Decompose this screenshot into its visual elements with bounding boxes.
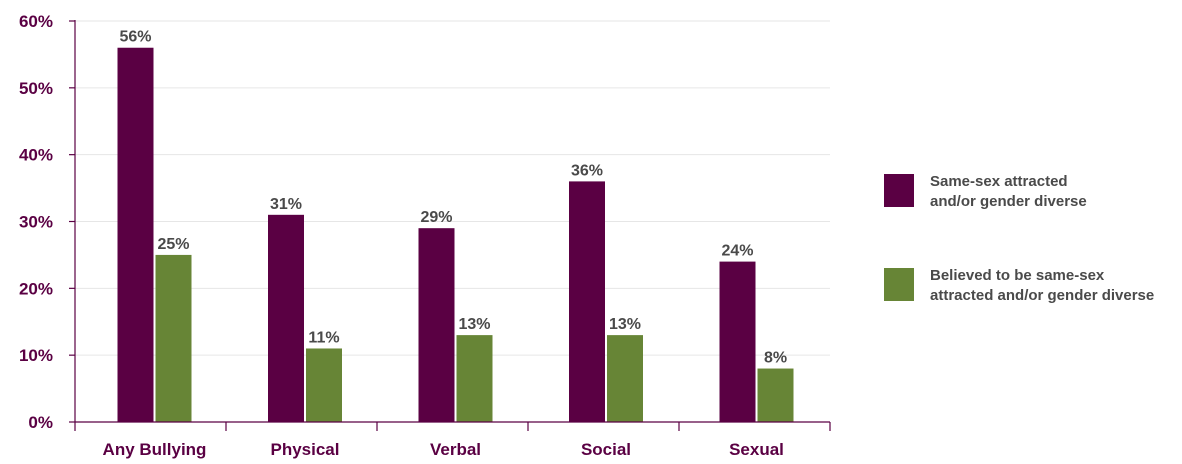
- y-tick-label: 0%: [28, 413, 53, 432]
- legend: Same-sex attracted and/or gender diverse…: [884, 172, 1174, 360]
- legend-label-same-sex-attracted: Same-sex attracted and/or gender diverse: [930, 173, 1087, 210]
- x-category-label: Physical: [271, 440, 340, 459]
- gridlines: [75, 20, 830, 356]
- data-label: 31%: [270, 196, 302, 213]
- legend-item-same-sex-attracted: Same-sex attracted and/or gender diverse: [884, 172, 1174, 212]
- bar-same-sex-attracted: [569, 181, 605, 422]
- bar-believed-same-sex: [757, 368, 794, 422]
- data-label: 13%: [458, 316, 490, 333]
- y-tick-label: 40%: [19, 146, 53, 165]
- bar-believed-same-sex: [306, 348, 342, 422]
- x-category-label: Any Bullying: [103, 440, 207, 459]
- x-category-label: Sexual: [729, 440, 784, 459]
- labels: 0% 10% 20% 30% 40% 50% 60% 56% 25% Any Bullying 31…: [19, 12, 787, 459]
- axes: [69, 20, 831, 431]
- legend-label-believed-same-sex: Believed to be same-sex attracted and/or…: [930, 267, 1155, 304]
- legend-item-believed-same-sex: Believed to be same-sex attracted and/or…: [884, 266, 1174, 306]
- data-label: 8%: [764, 350, 787, 367]
- data-label: 56%: [119, 29, 151, 46]
- bars: [117, 47, 794, 422]
- bar-believed-same-sex: [456, 335, 493, 422]
- bar-believed-same-sex: [155, 254, 192, 422]
- data-label: 25%: [157, 236, 189, 253]
- x-category-label: Verbal: [430, 440, 481, 459]
- data-label: 11%: [308, 329, 339, 346]
- bar-believed-same-sex: [607, 335, 643, 422]
- x-category-label: Social: [581, 440, 631, 459]
- y-tick-label: 60%: [19, 12, 53, 31]
- data-label: 29%: [420, 209, 452, 226]
- legend-swatch-green: [884, 268, 914, 301]
- y-tick-label: 10%: [19, 346, 53, 365]
- bar-same-sex-attracted: [117, 47, 154, 422]
- bar-same-sex-attracted: [268, 214, 304, 422]
- bar-same-sex-attracted: [719, 261, 756, 422]
- data-label: 24%: [721, 243, 753, 260]
- y-tick-label: 50%: [19, 79, 53, 98]
- data-label: 13%: [609, 316, 641, 333]
- data-label: 36%: [571, 162, 603, 179]
- legend-swatch-purple: [884, 174, 914, 207]
- y-tick-label: 30%: [19, 213, 53, 232]
- y-tick-label: 20%: [19, 279, 53, 298]
- bar-same-sex-attracted: [418, 228, 455, 422]
